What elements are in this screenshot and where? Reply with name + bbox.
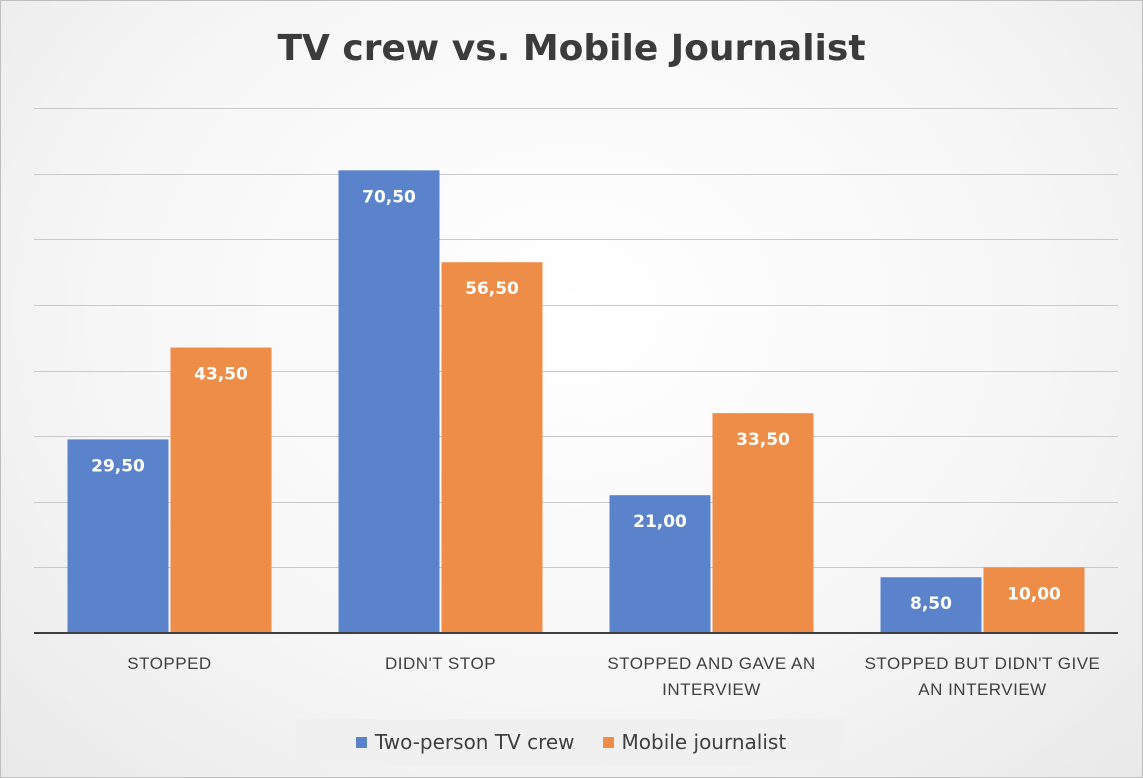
bar-mobile-journalist (441, 262, 543, 633)
legend-item-tv-crew: Two-person TV crew (355, 730, 575, 754)
category-label: DIDN'T STOP (385, 654, 496, 673)
bar-mobile-journalist (983, 567, 1085, 633)
data-label: 10,00 (1007, 584, 1061, 604)
bar-mobile-journalist (170, 347, 272, 633)
legend-label-mobile-journalist: Mobile journalist (621, 730, 787, 754)
category-label: STOPPED (127, 654, 211, 673)
data-label: 21,00 (633, 512, 687, 532)
data-label: 43,50 (194, 365, 248, 385)
data-label: 33,50 (736, 430, 790, 450)
bar-tv-crew (338, 170, 440, 633)
data-label: 8,50 (910, 594, 952, 614)
bar-mobile-journalist (712, 413, 814, 633)
bar-tv-crew (609, 495, 711, 633)
data-label: 29,50 (91, 456, 145, 476)
legend-label-tv-crew: Two-person TV crew (374, 730, 575, 754)
data-label: 56,50 (465, 279, 519, 299)
chart-title: TV crew vs. Mobile Journalist (277, 28, 866, 69)
category-label: STOPPED BUT DIDN'T GIVE (865, 654, 1101, 673)
category-label: INTERVIEW (662, 680, 761, 699)
bar-tv-crew (880, 577, 982, 633)
category-label: AN INTERVIEW (918, 680, 1046, 699)
bar-tv-crew (67, 439, 169, 633)
category-label: STOPPED AND GAVE AN (607, 654, 815, 673)
legend-swatch-mobile-journalist (602, 736, 614, 748)
legend: Two-person TV crew Mobile journalist (296, 719, 846, 765)
legend-swatch-tv-crew (355, 736, 367, 748)
legend-item-mobile-journalist: Mobile journalist (602, 730, 787, 754)
data-label: 70,50 (362, 187, 416, 207)
